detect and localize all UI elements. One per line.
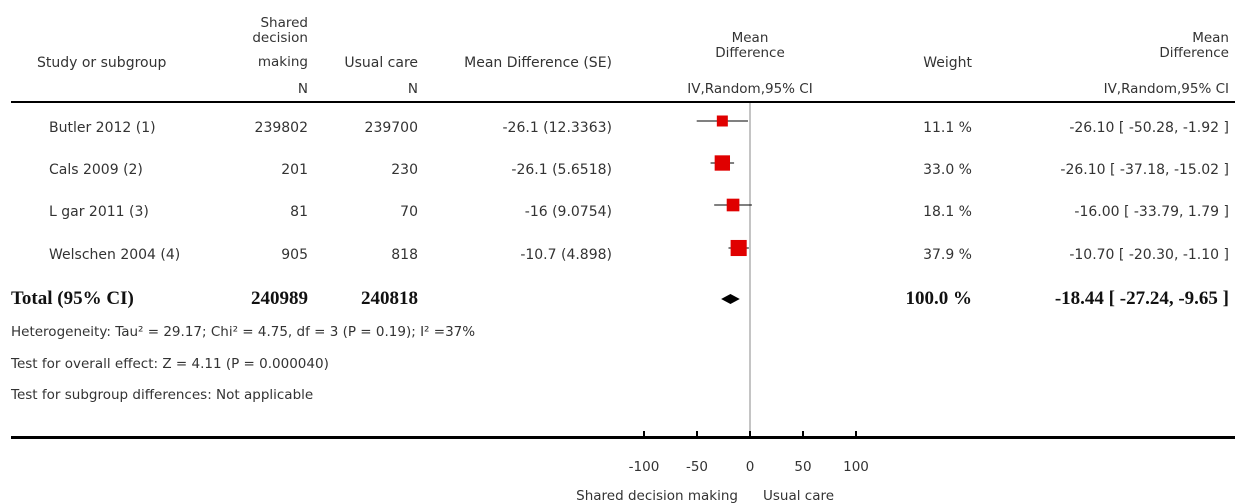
header-experimental-line1: Shared [260, 15, 308, 31]
header-n-experimental: N [297, 81, 308, 97]
row-1-n-control: 239700 [364, 120, 418, 136]
header-md-plot-line1: Mean [731, 30, 769, 46]
bottom-rule [11, 436, 1235, 439]
row-1-weight: 11.1 % [923, 120, 972, 136]
row-1-ci: -26.10 [ -50.28, -1.92 ] [1069, 120, 1229, 136]
header-control: Usual care [344, 55, 418, 71]
row-4-study: Welschen 2004 (4) [49, 247, 181, 263]
row-3-md-se: -16 (9.0754) [524, 204, 612, 220]
header-experimental-line2: decision [252, 30, 308, 46]
row-4-md-se: -10.7 (4.898) [520, 247, 612, 263]
axis-tick-label: -100 [628, 459, 660, 475]
heterogeneity-text: Heterogeneity: Tau² = 29.17; Chi² = 4.75… [11, 324, 476, 340]
subgroup-differences-text: Test for subgroup differences: Not appli… [11, 387, 314, 403]
row-4-n-control: 818 [391, 247, 418, 263]
effect-square [714, 155, 731, 171]
header-n-control: N [407, 81, 418, 97]
effect-square [726, 198, 740, 212]
header-rule [11, 101, 1235, 103]
row-3-weight: 18.1 % [923, 204, 972, 220]
row-2-n-control: 230 [391, 162, 418, 178]
row-2-study: Cals 2009 (2) [49, 162, 143, 178]
row-3-study: L gar 2011 (3) [49, 204, 149, 220]
row-3-ci: -16.00 [ -33.79, 1.79 ] [1074, 204, 1229, 220]
row-2-ci: -26.10 [ -37.18, -15.02 ] [1060, 162, 1229, 178]
row-4-ci: -10.70 [ -20.30, -1.10 ] [1069, 247, 1229, 263]
axis-tick-label: 100 [843, 459, 869, 475]
row-1-md-se: -26.1 (12.3363) [502, 120, 613, 136]
total-n-control: 240818 [361, 288, 418, 309]
total-ci: -18.44 [ -27.24, -9.65 ] [1054, 288, 1229, 309]
row-3-n-control: 70 [400, 204, 418, 220]
header-weight: Weight [923, 55, 972, 71]
row-1-n-experimental: 239802 [254, 120, 308, 136]
effect-square [716, 115, 728, 127]
row-4-weight: 37.9 % [923, 247, 972, 263]
header-md-ci-line1: Mean [1192, 30, 1229, 46]
axis-tick-label: 50 [794, 459, 812, 475]
axis-tick-label: -50 [685, 459, 709, 475]
header-md-ci-line2: Difference [1159, 45, 1229, 61]
overall-effect-text: Test for overall effect: Z = 4.11 (P = 0… [11, 356, 329, 372]
header-md-se: Mean Difference (SE) [464, 55, 612, 71]
row-4-n-experimental: 905 [281, 247, 308, 263]
effect-square [730, 239, 747, 257]
row-2-n-experimental: 201 [281, 162, 308, 178]
row-3-n-experimental: 81 [290, 204, 308, 220]
row-2-md-se: -26.1 (5.6518) [511, 162, 612, 178]
header-md-plot-line2: Difference [715, 45, 785, 61]
header-method-ci: IV,Random,95% CI [1103, 81, 1229, 97]
total-n-experimental: 240989 [251, 288, 308, 309]
header-experimental-line3: making [257, 54, 308, 70]
row-1-study: Butler 2012 (1) [49, 120, 156, 136]
total-label: Total (95% CI) [11, 288, 134, 309]
header-study: Study or subgroup [37, 55, 167, 71]
axis-tick-label: 0 [745, 459, 755, 475]
axis-left-label: Shared decision making [576, 488, 738, 504]
axis-right-label: Usual care [763, 488, 835, 504]
header-method-plot: IV,Random,95% CI [687, 81, 813, 97]
total-weight: 100.0 % [905, 288, 973, 309]
pooled-diamond [721, 294, 740, 304]
row-2-weight: 33.0 % [923, 162, 972, 178]
